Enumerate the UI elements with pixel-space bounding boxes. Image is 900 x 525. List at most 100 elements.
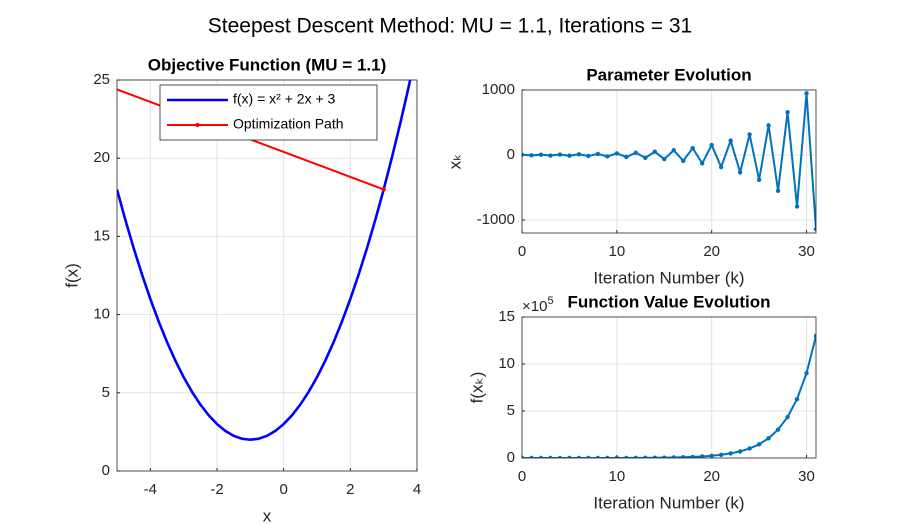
data-point	[538, 152, 544, 157]
axes-box	[521, 316, 817, 459]
data-point	[643, 155, 648, 161]
data-point	[643, 455, 648, 458]
plot-content	[117, 80, 900, 442]
data-point	[718, 452, 724, 458]
x-tick-label: 30	[798, 468, 815, 485]
y-tick-label: 15	[93, 227, 110, 244]
data-point	[671, 148, 676, 153]
y-tick-label: 0	[102, 462, 110, 479]
x-tick-label: 20	[703, 243, 720, 260]
x-tick-label: 4	[413, 481, 421, 498]
y-tick-label: 0	[507, 449, 515, 466]
data-point	[737, 170, 743, 175]
legend-label: f(x) = x² + 2x + 3	[233, 91, 336, 107]
data-point	[529, 153, 534, 158]
data-point	[699, 454, 705, 458]
data-point	[756, 442, 762, 447]
data-point	[785, 414, 790, 420]
data-point	[737, 449, 743, 454]
x-tick-label: 2	[346, 481, 354, 498]
data-point	[567, 153, 572, 158]
data-point	[633, 150, 639, 155]
data-point	[690, 454, 695, 458]
chart-title: Parameter Evolution	[586, 65, 751, 84]
legend-box	[159, 84, 378, 141]
data-point	[747, 132, 752, 137]
y-tick-label: 20	[93, 149, 110, 166]
data-point	[775, 427, 781, 432]
data-point	[538, 455, 544, 458]
data-point	[548, 153, 553, 158]
data-point	[766, 436, 771, 441]
data-point	[813, 333, 816, 339]
x-tick-label: -4	[144, 481, 157, 498]
y-tick-label: 10	[498, 355, 515, 372]
data-point	[381, 187, 386, 192]
data-point	[709, 142, 714, 148]
data-point	[548, 455, 553, 458]
x-tick-label: 0	[518, 468, 526, 485]
axes-box	[521, 89, 817, 234]
data-point	[662, 455, 667, 458]
axes-box	[116, 79, 418, 472]
data-point	[605, 154, 610, 159]
data-point	[813, 226, 816, 232]
data-point	[624, 455, 629, 458]
x-axis-label: Iteration Number (k)	[593, 493, 744, 512]
data-point	[728, 451, 733, 456]
plot-content	[522, 91, 816, 232]
data-point	[595, 151, 601, 157]
plot-area	[522, 317, 816, 458]
data-point	[522, 152, 525, 158]
y-axis-label: xₖ	[445, 154, 464, 170]
data-point	[614, 151, 620, 156]
y-axis-label: f(x)	[62, 263, 81, 288]
x-tick-label: 0	[518, 243, 526, 260]
y-tick-label: 15	[498, 308, 515, 325]
y-tick-label: 1000	[482, 81, 515, 98]
data-point	[557, 455, 563, 458]
data-point	[709, 453, 714, 458]
y-axis-label: f(xₖ)	[467, 372, 486, 404]
x-tick-label: 10	[608, 468, 625, 485]
data-point	[671, 455, 676, 458]
plot-area	[522, 90, 816, 233]
data-point	[586, 455, 591, 458]
data-point	[605, 455, 610, 458]
chart-title: Objective Function (MU = 1.1)	[148, 55, 387, 74]
data-point	[728, 138, 733, 143]
data-point	[576, 455, 582, 458]
data-point	[681, 455, 686, 458]
data-point	[794, 396, 800, 402]
series-line	[117, 80, 412, 442]
data-point	[529, 455, 534, 458]
data-point	[756, 177, 762, 183]
y-multiplier-exponent: 5	[547, 295, 553, 307]
data-point	[614, 455, 620, 458]
chart-title: Function Value Evolution	[567, 292, 770, 311]
x-tick-label: 10	[608, 243, 625, 260]
data-point	[662, 156, 667, 162]
data-point	[576, 152, 582, 157]
x-axis-label: x	[263, 506, 272, 525]
data-point	[747, 446, 752, 451]
data-point	[804, 91, 809, 96]
x-tick-label: 20	[703, 468, 720, 485]
y-tick-label: 5	[102, 384, 110, 401]
data-point	[595, 455, 601, 458]
y-tick-label: 10	[93, 306, 110, 323]
legend-marker	[195, 122, 200, 128]
data-point	[766, 123, 771, 128]
data-point	[557, 152, 563, 157]
x-tick-label: 0	[279, 481, 287, 498]
x-axis-label: Iteration Number (k)	[593, 268, 744, 287]
data-point	[567, 455, 572, 458]
x-tick-label: 30	[798, 243, 815, 260]
data-point	[699, 161, 705, 166]
data-point	[785, 110, 790, 115]
data-point	[775, 188, 781, 193]
data-point	[652, 455, 657, 458]
data-point	[804, 371, 809, 376]
legend-label: Optimization Path	[233, 116, 344, 132]
